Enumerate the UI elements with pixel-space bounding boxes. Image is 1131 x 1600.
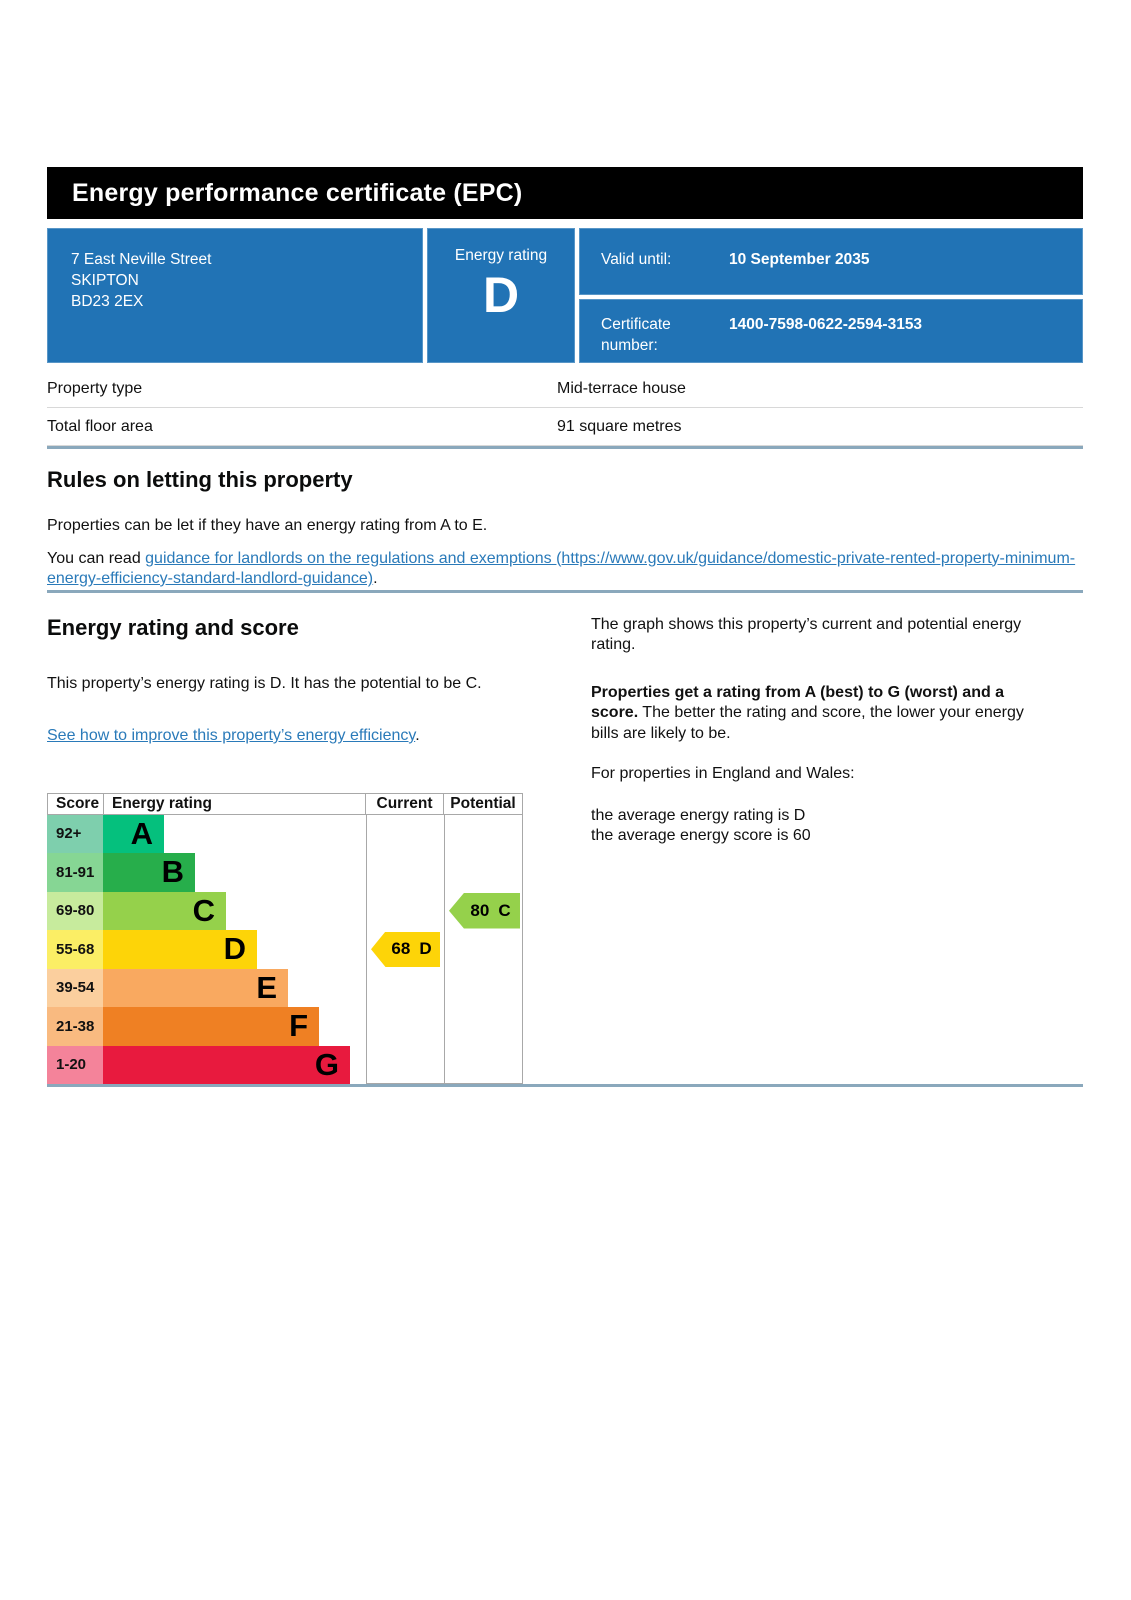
certificate-number-label: Certificate number: (601, 316, 671, 354)
rules-heading: Rules on letting this property (47, 467, 353, 492)
rules-paragraph-suffix: . (373, 570, 378, 587)
improve-paragraph-suffix: . (415, 727, 420, 744)
epc-score-range: 81-91 (47, 853, 103, 892)
epc-page: Energy performance certificate (EPC) 7 E… (47, 167, 1083, 1087)
chart-body: 92+ A 81-91 B 69-80 C 55-68 D 39-54 E 21-38 F 1-20 G … (47, 814, 523, 1084)
summary-panel: 7 East Neville Street SKIPTON BD23 2EX E… (47, 228, 1083, 363)
epc-band-bar-E: E (103, 968, 288, 1007)
current-rating-arrow: 68 D (371, 931, 440, 967)
current-band: D (419, 939, 432, 959)
epc-banner: Energy performance certificate (EPC) (47, 167, 1083, 219)
property-address: 7 East Neville Street SKIPTON BD23 2EX (47, 228, 423, 363)
epc-band-row: 92+ A (47, 814, 523, 853)
chart-column-divider (444, 814, 445, 1084)
valid-until-value: 10 September 2035 (729, 251, 870, 268)
valid-until-label: Valid until: (601, 251, 672, 268)
rating-explanation-column: The graph shows this property’s current … (591, 615, 1041, 1085)
page-title: Energy performance certificate (EPC) (72, 178, 523, 207)
epc-band-row: 1-20 G (47, 1045, 523, 1084)
epc-rating-chart: Score Energy rating Current Potential 92… (47, 792, 523, 1084)
rating-column: Energy rating and score This property’s … (47, 614, 523, 1084)
chart-header-row: Score Energy rating Current Potential (47, 792, 523, 815)
improve-efficiency-link[interactable]: See how to improve this property’s energ… (47, 727, 416, 744)
epc-score-range: 21-38 (47, 1007, 103, 1046)
chart-header-score: Score (48, 793, 104, 814)
rules-guidance-paragraph: You can read guidance for landlords on t… (47, 549, 1083, 590)
potential-score: 80 (470, 900, 490, 920)
rating-heading: Energy rating and score (47, 614, 299, 640)
section-divider (47, 1084, 1083, 1087)
chart-bottom-border (366, 1083, 523, 1084)
address-line-2: SKIPTON (71, 272, 139, 289)
energy-rating-box: Energy rating D (427, 228, 575, 363)
chart-header-potential: Potential (450, 794, 516, 812)
address-line-1: 7 East Neville Street (71, 251, 212, 268)
epc-band-row: 55-68 D (47, 930, 523, 969)
epc-band-bar-C: C (103, 891, 226, 930)
potential-band: C (498, 900, 511, 920)
current-score: 68 (391, 939, 411, 959)
rating-scale-bold: Properties get a rating from A (best) to… (591, 683, 1005, 722)
rating-scale-rest: The better the rating and score, the low… (591, 704, 1024, 742)
epc-score-range: 69-80 (47, 891, 103, 930)
floor-area-value: 91 square metres (557, 418, 682, 435)
epc-band-bar-D: D (103, 930, 257, 969)
potential-rating-arrow: 80 C (449, 893, 520, 929)
chart-column-divider (366, 814, 367, 1084)
certificate-number-value: 1400-7598-0622-2594-3153 (729, 316, 923, 333)
section-divider (47, 446, 1083, 449)
epc-score-range: 39-54 (47, 968, 103, 1007)
chart-band-rows: 92+ A 81-91 B 69-80 C 55-68 D 39-54 E 21-38 F 1-20 G (47, 814, 523, 1084)
epc-score-range: 55-68 (47, 930, 103, 969)
graph-explanation-paragraph: The graph shows this property’s current … (591, 615, 1022, 654)
epc-score-range: 92+ (47, 814, 103, 853)
epc-band-bar-B: B (103, 853, 195, 892)
energy-rating-value: D (482, 267, 520, 323)
table-row: Total floor area 91 square metres (47, 408, 1083, 446)
energy-rating-label: Energy rating (454, 247, 548, 264)
epc-band-bar-A: A (103, 814, 164, 853)
epc-band-row: 39-54 E (47, 968, 523, 1007)
chart-column-divider (522, 814, 523, 1084)
property-type-value: Mid-terrace house (557, 380, 686, 397)
england-wales-paragraph: For properties in England and Wales: (591, 765, 855, 782)
address-line-3: BD23 2EX (71, 293, 144, 310)
average-score-line: the average energy score is 60 (591, 827, 811, 844)
epc-band-row: 21-38 F (47, 1007, 523, 1046)
rating-and-score-section: Energy rating and score This property’s … (47, 614, 1083, 1085)
chart-header-energy-rating: Energy rating (104, 793, 366, 814)
valid-until-row: Valid until: 10 September 2035 (579, 228, 1083, 295)
floor-area-label: Total floor area (47, 418, 153, 435)
section-divider (47, 589, 1083, 593)
table-row: Property type Mid-terrace house (47, 370, 1083, 408)
property-details-table: Property type Mid-terrace house Total fl… (47, 370, 1083, 446)
chart-header-current: Current (366, 793, 444, 814)
averages-paragraph: the average energy rating is D the avera… (591, 806, 1041, 847)
epc-band-bar-F: F (103, 1007, 319, 1046)
validity-panel: Valid until: 10 September 2035 Certifica… (579, 228, 1083, 363)
certificate-number-row: Certificate number: 1400-7598-0622-2594-… (579, 299, 1083, 363)
epc-band-row: 81-91 B (47, 853, 523, 892)
rating-scale-paragraph: Properties get a rating from A (best) to… (591, 683, 1041, 745)
improve-paragraph: See how to improve this property’s energ… (47, 726, 523, 747)
epc-score-range: 1-20 (47, 1045, 103, 1084)
landlord-guidance-link[interactable]: guidance for landlords on the regulation… (47, 549, 1076, 588)
rules-paragraph-prefix: You can read (47, 549, 146, 567)
epc-band-row: 69-80 C (47, 891, 523, 930)
property-type-label: Property type (47, 380, 143, 397)
rating-intro-paragraph: This property’s energy rating is D. It h… (47, 674, 482, 692)
average-rating-line: the average energy rating is D (591, 806, 806, 824)
epc-band-bar-G: G (103, 1045, 350, 1084)
rules-paragraph: Properties can be let if they have an en… (47, 517, 488, 534)
